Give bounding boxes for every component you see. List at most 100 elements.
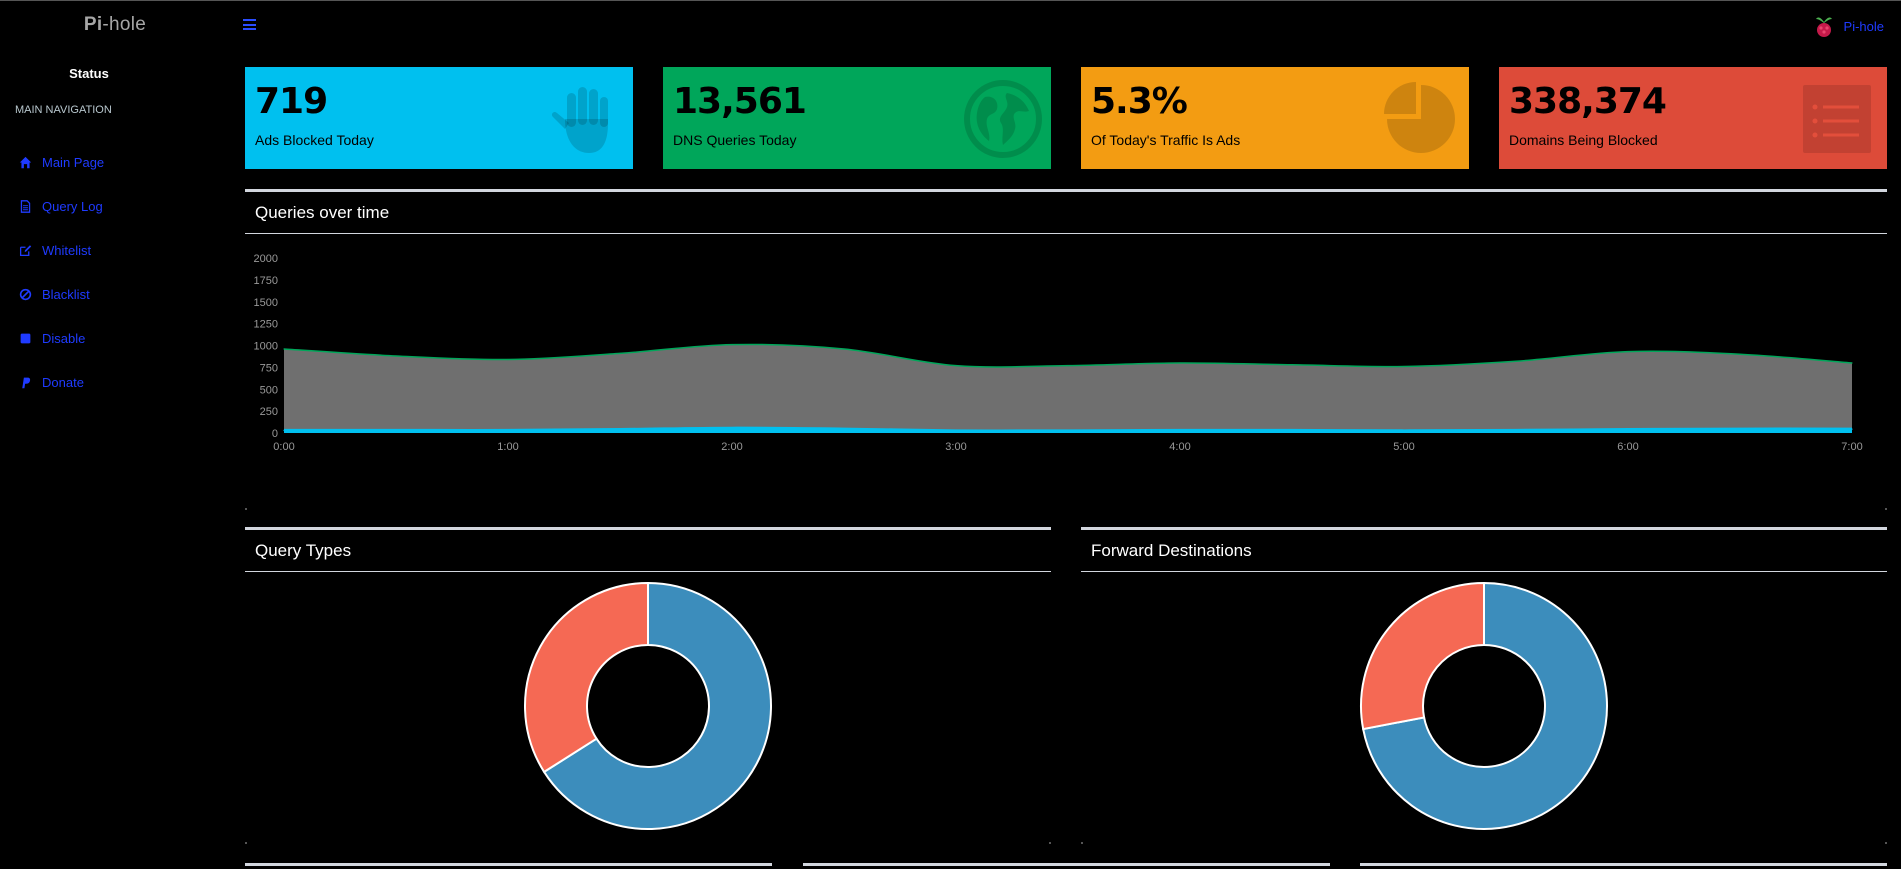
data-point bbox=[1851, 362, 1853, 364]
sidebar-item-label: Query Log bbox=[42, 198, 103, 214]
x-tick-label: 6:00 bbox=[1617, 441, 1638, 453]
stat-label: DNS Queries Today bbox=[673, 132, 797, 148]
data-point bbox=[395, 429, 397, 431]
y-tick-label: 1500 bbox=[254, 297, 278, 309]
pie-slice[interactable] bbox=[1362, 581, 1608, 830]
stat-value: 5.3% bbox=[1091, 81, 1188, 122]
panel-corner bbox=[1049, 842, 1051, 844]
sidebar-item-whitelist[interactable]: Whitelist bbox=[17, 228, 104, 272]
data-point bbox=[1627, 428, 1629, 431]
stat-value: 13,561 bbox=[673, 81, 807, 122]
panel-corner bbox=[1885, 842, 1887, 844]
sidebar-item-label: Main Page bbox=[42, 154, 105, 170]
sidebar-toggle-button[interactable] bbox=[243, 19, 256, 30]
user-menu[interactable]: Pi-hole bbox=[1814, 13, 1884, 39]
stat-box-traffic-ads: 5.3% Of Today's Traffic Is Ads bbox=[1081, 67, 1469, 169]
data-point bbox=[283, 429, 285, 431]
ban-icon bbox=[17, 286, 33, 302]
data-point bbox=[731, 427, 733, 429]
data-point bbox=[955, 365, 957, 367]
data-point bbox=[507, 358, 509, 361]
query-types-panel: Query Types bbox=[245, 527, 1051, 844]
forward-destinations-chart[interactable] bbox=[1081, 572, 1887, 840]
stat-label: Domains Being Blocked bbox=[1509, 132, 1658, 148]
stat-label: Of Today's Traffic Is Ads bbox=[1091, 132, 1241, 148]
data-point bbox=[1067, 430, 1069, 432]
y-tick-label: 750 bbox=[260, 362, 278, 374]
pie-slice[interactable] bbox=[524, 581, 649, 774]
data-point bbox=[619, 352, 621, 354]
stat-box-dns-queries: 13,561 DNS Queries Today bbox=[663, 67, 1051, 169]
data-point bbox=[619, 428, 621, 431]
y-tick-label: 2000 bbox=[254, 253, 278, 265]
queries-over-time-chart[interactable]: 0 250 500 750 1000 1250 1500 1750 2000 0:00 1:00 2:… bbox=[235, 235, 1895, 505]
bottom-panel-3 bbox=[1360, 863, 1887, 866]
globe-icon bbox=[964, 80, 1042, 158]
window-top-border bbox=[0, 0, 1901, 1]
file-text-icon bbox=[17, 198, 33, 214]
bottom-panel-1 bbox=[245, 863, 772, 866]
panel-title: Queries over time bbox=[255, 203, 390, 222]
x-tick-label: 0:00 bbox=[273, 441, 294, 453]
data-point bbox=[1291, 429, 1293, 431]
data-point bbox=[1515, 429, 1517, 431]
data-point bbox=[283, 348, 285, 350]
home-icon bbox=[17, 154, 33, 170]
x-tick-label: 2:00 bbox=[721, 441, 742, 453]
sidebar-item-donate[interactable]: Donate bbox=[17, 360, 104, 404]
data-point bbox=[843, 348, 845, 350]
panel-corner bbox=[1885, 508, 1887, 510]
pie-slice[interactable] bbox=[542, 581, 772, 830]
panel-corner bbox=[245, 508, 247, 510]
logo-bold: Pi bbox=[83, 14, 103, 35]
x-tick-label: 1:00 bbox=[497, 441, 518, 453]
y-tick-label: 0 bbox=[272, 428, 278, 440]
panel-divider bbox=[1081, 571, 1887, 572]
x-tick-label: 4:00 bbox=[1169, 441, 1190, 453]
data-point bbox=[1515, 360, 1517, 362]
list-icon bbox=[1803, 85, 1871, 153]
logo-rest: -hole bbox=[102, 14, 147, 35]
stat-label: Ads Blocked Today bbox=[255, 132, 374, 148]
y-tick-label: 500 bbox=[260, 384, 278, 396]
status-label: Status bbox=[69, 66, 109, 81]
x-tick-label: 5:00 bbox=[1393, 441, 1414, 453]
sidebar-item-query-log[interactable]: Query Log bbox=[17, 184, 104, 228]
panel-title: Forward Destinations bbox=[1091, 541, 1252, 560]
sidebar-nav: Main Page Query Log Whitelist Blacklist … bbox=[17, 140, 104, 404]
stat-box-domains-blocked: 338,374 Domains Being Blocked bbox=[1499, 67, 1887, 169]
y-tick-label: 1250 bbox=[254, 319, 278, 331]
bottom-panel-2 bbox=[803, 863, 1330, 866]
panel-divider bbox=[245, 571, 1051, 572]
data-point bbox=[731, 344, 733, 346]
data-point bbox=[1851, 428, 1853, 430]
data-point bbox=[395, 355, 397, 357]
panel-corner bbox=[245, 842, 247, 844]
pie-slice[interactable] bbox=[1360, 581, 1485, 731]
stop-icon bbox=[17, 330, 33, 346]
hand-icon bbox=[551, 87, 608, 153]
nav-header: MAIN NAVIGATION bbox=[15, 104, 112, 116]
data-point bbox=[1291, 364, 1293, 366]
paypal-icon bbox=[17, 374, 33, 390]
stat-value: 338,374 bbox=[1509, 81, 1667, 122]
y-tick-label: 1000 bbox=[254, 341, 278, 353]
data-point bbox=[1403, 365, 1405, 368]
sidebar-item-disable[interactable]: Disable bbox=[17, 316, 104, 360]
stat-box-ads-blocked: 719 Ads Blocked Today bbox=[245, 67, 633, 169]
data-point bbox=[507, 429, 509, 431]
sidebar-item-label: Blacklist bbox=[42, 286, 90, 302]
sidebar-item-label: Disable bbox=[42, 330, 86, 346]
query-types-chart[interactable] bbox=[245, 572, 1051, 840]
edit-icon bbox=[17, 242, 33, 258]
panel-corner bbox=[1081, 842, 1083, 844]
x-tick-label: 3:00 bbox=[945, 441, 966, 453]
data-point bbox=[1403, 430, 1405, 432]
sidebar-item-blacklist[interactable]: Blacklist bbox=[17, 272, 104, 316]
stat-value: 719 bbox=[255, 81, 328, 122]
raspberry-pi-icon bbox=[1815, 17, 1832, 37]
app-logo[interactable]: Pi-hole bbox=[0, 14, 230, 36]
x-tick-label: 7:00 bbox=[1841, 441, 1862, 453]
sidebar-item-main-page[interactable]: Main Page bbox=[17, 140, 104, 184]
data-point bbox=[1627, 351, 1629, 353]
